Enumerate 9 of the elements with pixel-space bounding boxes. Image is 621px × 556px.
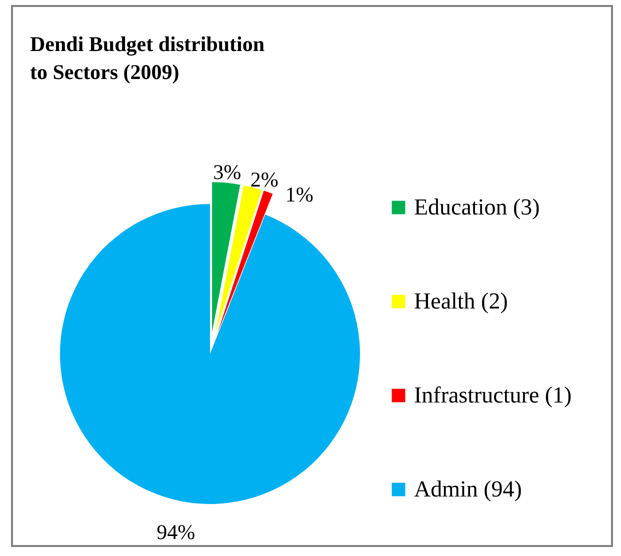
data-label: 2%	[250, 167, 278, 192]
legend-label: Education (3)	[414, 194, 540, 220]
data-label: 1%	[285, 182, 314, 206]
data-label: 94%	[156, 520, 196, 544]
data-label: 3%	[213, 160, 242, 184]
legend-label: Infrastructure (1)	[414, 382, 572, 408]
legend-label: Admin (94)	[414, 476, 522, 502]
chart-title: Dendi Budget distribution to Sectors (2009)	[30, 32, 265, 84]
legend-label: Health (2)	[414, 288, 508, 314]
